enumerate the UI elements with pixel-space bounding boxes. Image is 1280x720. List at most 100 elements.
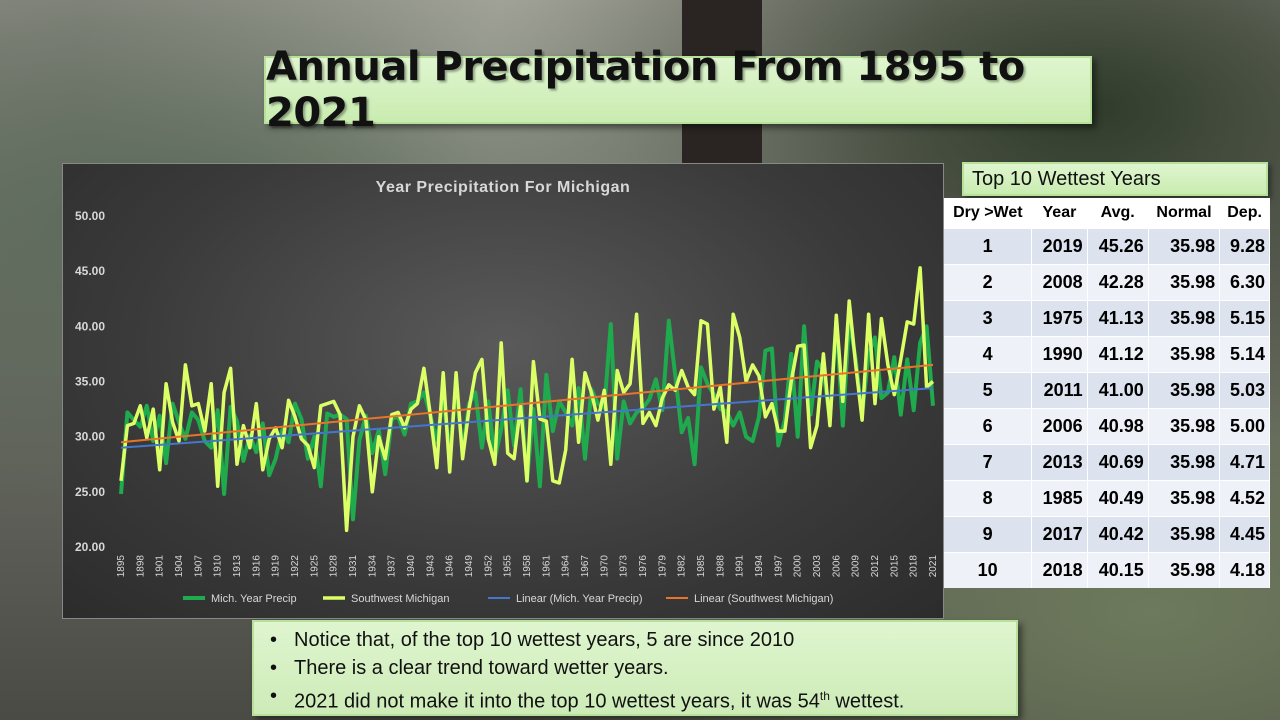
wettest-years-table: Dry >Wet Year Avg. Normal Dep. 1 2019 45.2… bbox=[944, 198, 1270, 588]
x-tick-label: 1976 bbox=[638, 555, 649, 578]
series-layer bbox=[119, 266, 935, 533]
x-tick-label: 1904 bbox=[174, 555, 185, 578]
x-tick-label: 2015 bbox=[889, 555, 900, 578]
x-tick-label: 1988 bbox=[715, 555, 726, 578]
note-text: 2021 did not make it into the top 10 wet… bbox=[294, 690, 820, 713]
chart-legend: Mich. Year Precip Southwest Michigan Linea… bbox=[183, 593, 833, 605]
note-superscript: th bbox=[819, 689, 830, 703]
cell-avg: 40.42 bbox=[1087, 516, 1149, 553]
note-text: There is a clear trend toward wetter yea… bbox=[294, 657, 669, 679]
cell-departure: 4.18 bbox=[1219, 552, 1270, 588]
notes-list: Notice that, of the top 10 wettest years… bbox=[264, 626, 1006, 713]
x-tick-label: 1907 bbox=[193, 555, 204, 578]
x-tick-label: 2012 bbox=[870, 555, 881, 578]
cell-normal: 35.98 bbox=[1148, 300, 1221, 337]
x-tick-label: 1898 bbox=[135, 555, 146, 578]
legend-label: Mich. Year Precip bbox=[211, 593, 297, 605]
legend-label: Linear (Southwest Michigan) bbox=[694, 593, 833, 605]
x-tick-label: 1925 bbox=[309, 555, 320, 578]
cell-avg: 41.00 bbox=[1087, 372, 1149, 409]
cell-rank: 2 bbox=[944, 264, 1033, 301]
cell-year: 2008 bbox=[1031, 264, 1088, 301]
table-row: 10 2018 40.15 35.98 4.18 bbox=[944, 552, 1270, 588]
chart-title: Year Precipitation For Michigan bbox=[376, 179, 631, 196]
table-header-row: Dry >Wet Year Avg. Normal Dep. bbox=[944, 198, 1270, 229]
header-year: Year bbox=[1031, 198, 1088, 229]
cell-rank: 8 bbox=[944, 480, 1033, 517]
note-item: There is a clear trend toward wetter yea… bbox=[264, 654, 1006, 682]
x-tick-label: 1919 bbox=[271, 555, 282, 578]
legend-label: Southwest Michigan bbox=[351, 593, 449, 605]
x-tick-label: 1937 bbox=[387, 555, 398, 578]
table-row: 6 2006 40.98 35.98 5.00 bbox=[944, 408, 1270, 445]
x-tick-label: 2003 bbox=[812, 555, 823, 578]
x-tick-label: 1910 bbox=[213, 555, 224, 578]
chart-panel: Year Precipitation For Michigan 20.00 25.… bbox=[62, 163, 944, 619]
x-tick-label: 1961 bbox=[541, 555, 552, 578]
x-tick-label: 1985 bbox=[696, 555, 707, 578]
cell-avg: 40.49 bbox=[1087, 480, 1149, 517]
cell-normal: 35.98 bbox=[1148, 408, 1221, 445]
x-tick-label: 1946 bbox=[445, 555, 456, 578]
cell-normal: 35.98 bbox=[1148, 516, 1221, 553]
header-rank: Dry >Wet bbox=[944, 198, 1032, 229]
x-tick-label: 1940 bbox=[406, 555, 417, 578]
x-tick-label: 1982 bbox=[677, 555, 688, 578]
x-tick-label: 2018 bbox=[909, 555, 920, 578]
title-banner: Annual Precipitation From 1895 to 2021 bbox=[264, 44, 1092, 136]
cell-normal: 35.98 bbox=[1148, 372, 1221, 409]
cell-departure: 5.03 bbox=[1219, 372, 1270, 409]
x-tick-label: 1991 bbox=[735, 555, 746, 578]
x-axis: 1895 1898 1901 1904 1907 1910 1913 1916 1919 1922… bbox=[116, 555, 939, 578]
table-row: 1 2019 45.26 35.98 9.28 bbox=[944, 228, 1270, 265]
table-row: 8 1985 40.49 35.98 4.52 bbox=[944, 480, 1270, 517]
cell-departure: 4.45 bbox=[1219, 516, 1270, 553]
cell-departure: 4.52 bbox=[1219, 480, 1270, 517]
cell-departure: 5.15 bbox=[1219, 300, 1270, 337]
x-tick-label: 1958 bbox=[522, 555, 533, 578]
x-tick-label: 1913 bbox=[232, 555, 243, 578]
x-tick-label: 1997 bbox=[773, 555, 784, 578]
series-line-southwest bbox=[119, 266, 935, 533]
cell-rank: 7 bbox=[944, 444, 1033, 481]
x-tick-label: 1916 bbox=[251, 555, 262, 578]
cell-year: 2017 bbox=[1031, 516, 1088, 553]
header-avg: Avg. bbox=[1087, 198, 1149, 229]
cell-year: 2019 bbox=[1031, 228, 1088, 265]
x-tick-label: 1931 bbox=[348, 555, 359, 578]
cell-normal: 35.98 bbox=[1148, 336, 1221, 373]
x-tick-label: 1949 bbox=[464, 555, 475, 578]
x-tick-label: 2000 bbox=[793, 555, 804, 578]
cell-rank: 6 bbox=[944, 408, 1033, 445]
cell-avg: 41.12 bbox=[1087, 336, 1149, 373]
cell-avg: 40.15 bbox=[1087, 552, 1149, 588]
cell-rank: 10 bbox=[944, 552, 1033, 588]
cell-year: 1990 bbox=[1031, 336, 1088, 373]
x-tick-label: 1964 bbox=[561, 555, 572, 578]
cell-rank: 3 bbox=[944, 300, 1033, 337]
y-tick-label: 45.00 bbox=[75, 264, 105, 278]
cell-departure: 5.14 bbox=[1219, 336, 1270, 373]
note-item: 2021 did not make it into the top 10 wet… bbox=[264, 682, 1006, 713]
y-tick-label: 20.00 bbox=[75, 540, 105, 554]
table-row: 3 1975 41.13 35.98 5.15 bbox=[944, 300, 1270, 337]
table-caption: Top 10 Wettest Years bbox=[962, 162, 1268, 196]
x-tick-label: 1928 bbox=[329, 555, 340, 578]
table-body: 1 2019 45.26 35.98 9.28 2 2008 42.28 35.98 6.30 3 1… bbox=[944, 228, 1270, 588]
cell-departure: 4.71 bbox=[1219, 444, 1270, 481]
cell-avg: 40.69 bbox=[1087, 444, 1149, 481]
x-tick-label: 1994 bbox=[754, 555, 765, 578]
x-tick-label: 1955 bbox=[503, 555, 514, 578]
x-tick-label: 1895 bbox=[116, 555, 127, 578]
cell-year: 1985 bbox=[1031, 480, 1088, 517]
y-tick-label: 25.00 bbox=[75, 485, 105, 499]
cell-normal: 35.98 bbox=[1148, 228, 1221, 265]
y-axis: 20.00 25.00 30.00 35.00 40.00 45.00 50.00 bbox=[75, 209, 105, 554]
y-tick-label: 35.00 bbox=[75, 375, 105, 389]
x-tick-label: 2006 bbox=[831, 555, 842, 578]
precipitation-chart: Year Precipitation For Michigan 20.00 25.… bbox=[75, 179, 939, 605]
cell-avg: 42.28 bbox=[1087, 264, 1149, 301]
cell-normal: 35.98 bbox=[1148, 552, 1221, 588]
x-tick-label: 2009 bbox=[851, 555, 862, 578]
x-tick-label: 1901 bbox=[155, 555, 166, 578]
